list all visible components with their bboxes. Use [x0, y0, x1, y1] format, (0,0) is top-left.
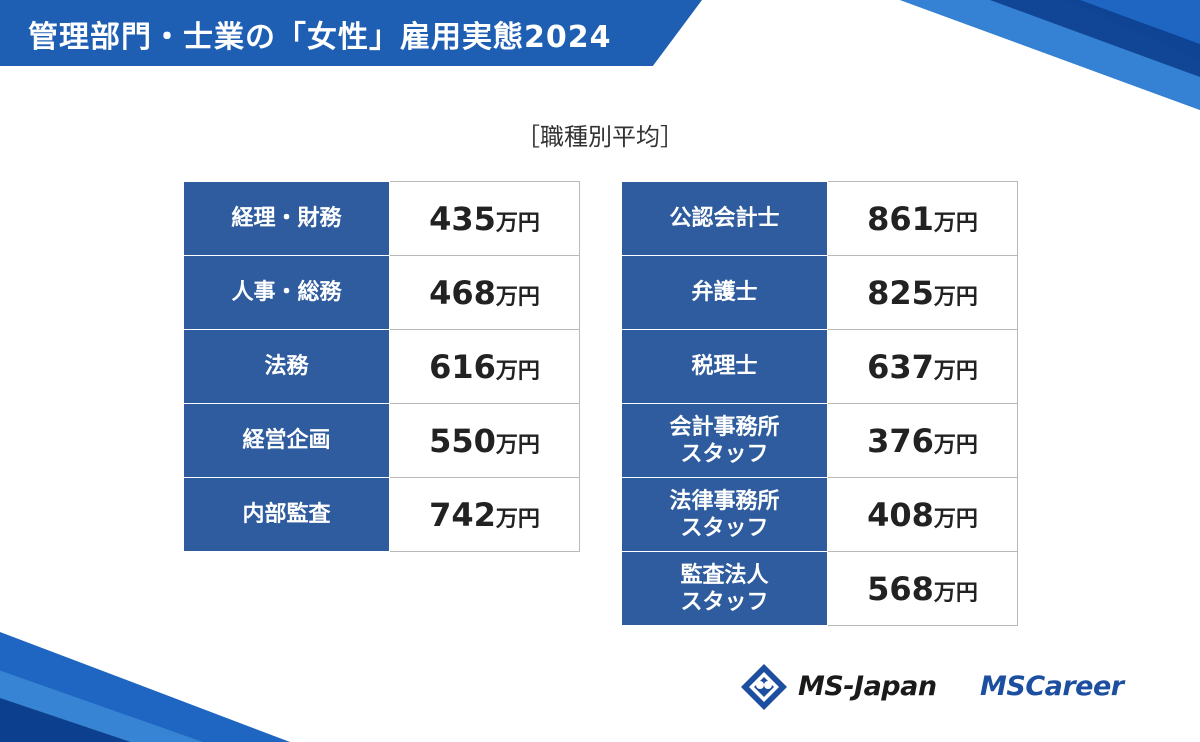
page-title: 管理部門・士業の「女性」雇用実態2024 [28, 20, 612, 55]
salary-value: 408 [867, 495, 934, 534]
job-title-cell: 経理・財務 [183, 181, 390, 256]
job-title-cell: 公認会計士 [621, 181, 828, 256]
salary-table-left: 経理・財務 435万円 人事・総務 468万円 法務 616万円 経営企画 550万円 内部監査… [183, 181, 580, 552]
table-row: 公認会計士 861万円 [621, 181, 1018, 256]
salary-value: 376 [867, 421, 934, 460]
salary-cell: 861万円 [827, 181, 1018, 256]
salary-value: 468 [429, 273, 496, 312]
salary-value: 550 [429, 421, 496, 460]
salary-value: 861 [867, 199, 934, 238]
salary-value: 616 [429, 347, 496, 386]
salary-unit: 万円 [933, 210, 978, 236]
salary-cell: 376万円 [827, 403, 1018, 478]
job-title-cell: 人事・総務 [183, 255, 390, 330]
table-row: 経理・財務 435万円 [183, 181, 580, 256]
section-subtitle: ［職種別平均］ [516, 123, 684, 151]
salary-cell: 825万円 [827, 255, 1018, 330]
job-title-cell: 法律事務所 スタッフ [621, 477, 828, 552]
job-title-cell: 会計事務所 スタッフ [621, 403, 828, 478]
table-row: 法律事務所 スタッフ 408万円 [621, 477, 1018, 552]
salary-table-right: 公認会計士 861万円 弁護士 825万円 税理士 637万円 会計事務所 スタッフ 376万… [621, 181, 1018, 626]
salary-cell: 568万円 [827, 551, 1018, 626]
salary-cell: 408万円 [827, 477, 1018, 552]
ms-career-logo-text: MSCareer [980, 671, 1124, 702]
salary-cell: 637万円 [827, 329, 1018, 404]
table-row: 監査法人 スタッフ 568万円 [621, 551, 1018, 626]
table-row: 法務 616万円 [183, 329, 580, 404]
salary-unit: 万円 [933, 580, 978, 606]
job-title-cell: 法務 [183, 329, 390, 404]
job-title-cell: 監査法人 スタッフ [621, 551, 828, 626]
salary-unit: 万円 [495, 432, 540, 458]
salary-value: 825 [867, 273, 934, 312]
table-row: 経営企画 550万円 [183, 403, 580, 478]
table-row: 人事・総務 468万円 [183, 255, 580, 330]
table-row: 内部監査 742万円 [183, 477, 580, 552]
salary-value: 568 [867, 569, 934, 608]
header-banner [0, 0, 702, 66]
salary-unit: 万円 [495, 284, 540, 310]
salary-unit: 万円 [933, 284, 978, 310]
salary-unit: 万円 [933, 358, 978, 384]
table-row: 会計事務所 スタッフ 376万円 [621, 403, 1018, 478]
salary-value: 637 [867, 347, 934, 386]
table-row: 税理士 637万円 [621, 329, 1018, 404]
salary-value: 742 [429, 495, 496, 534]
salary-unit: 万円 [495, 210, 540, 236]
job-title-cell: 内部監査 [183, 477, 390, 552]
salary-unit: 万円 [495, 358, 540, 384]
salary-cell: 468万円 [389, 255, 580, 330]
job-title-cell: 弁護士 [621, 255, 828, 330]
salary-unit: 万円 [933, 506, 978, 532]
salary-cell: 616万円 [389, 329, 580, 404]
salary-cell: 742万円 [389, 477, 580, 552]
ms-japan-diamond-icon [741, 664, 787, 710]
salary-cell: 550万円 [389, 403, 580, 478]
table-row: 弁護士 825万円 [621, 255, 1018, 330]
salary-unit: 万円 [495, 506, 540, 532]
job-title-cell: 税理士 [621, 329, 828, 404]
salary-value: 435 [429, 199, 496, 238]
ms-japan-logo-text: MS-Japan [798, 671, 937, 702]
job-title-cell: 経営企画 [183, 403, 390, 478]
salary-unit: 万円 [933, 432, 978, 458]
salary-cell: 435万円 [389, 181, 580, 256]
